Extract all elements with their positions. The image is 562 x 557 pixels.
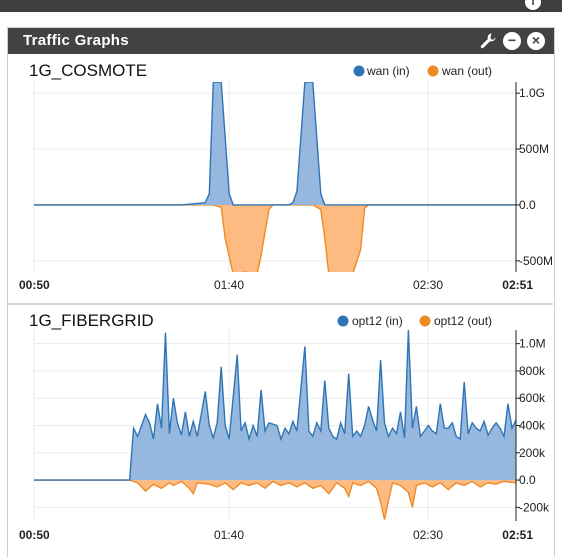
y-tick-label: 0.0 (519, 198, 536, 212)
y-tick-label: 800k (519, 364, 546, 378)
top-bar: i (0, 0, 562, 12)
in-area (34, 330, 516, 481)
widget-header: Traffic Graphs − × (8, 28, 554, 54)
graph-title: 1G_COSMOTE (29, 61, 147, 80)
y-tick-label: 500M (519, 142, 549, 156)
x-tick-label: 01:40 (214, 528, 244, 542)
y-tick-label: -200k (519, 500, 550, 514)
close-icon[interactable]: × (527, 32, 545, 50)
x-tick-label: 02:51 (502, 278, 533, 292)
in-line (34, 82, 516, 206)
wrench-icon[interactable] (478, 31, 498, 51)
y-tick-label: 1.0G (519, 86, 545, 100)
legend-item[interactable]: opt12 (in) (337, 314, 403, 328)
legend-dot (337, 315, 349, 327)
x-tick-label: 02:30 (413, 278, 443, 292)
y-tick-label: 400k (519, 419, 546, 433)
in-line (34, 330, 516, 481)
legend-label: wan (out) (441, 64, 492, 78)
legend-item[interactable]: wan (in) (353, 64, 410, 78)
in-area (34, 82, 516, 205)
x-tick-label: 00:50 (19, 278, 50, 292)
x-tick-label: 00:50 (19, 528, 50, 542)
y-tick-label: 200k (519, 446, 546, 460)
legend-item[interactable]: wan (out) (427, 64, 493, 78)
x-tick-label: 02:30 (413, 528, 443, 542)
out-area (34, 204, 516, 272)
minimize-icon[interactable]: − (503, 32, 521, 50)
x-tick-label: 02:51 (502, 528, 533, 542)
graph-title: 1G_FIBERGRID (29, 311, 154, 330)
graph-1: 1.0G 500M 0.0 -500M 00:50 01:40 02:30 02:51 1G_C… (19, 61, 553, 292)
y-tick-label: -500M (519, 254, 553, 268)
legend-dot (353, 65, 365, 77)
legend-label: opt12 (in) (352, 314, 403, 328)
legend-label: opt12 (out) (434, 314, 492, 328)
legend-dot (419, 315, 431, 327)
info-icon[interactable]: i (525, 0, 541, 10)
legend: wan (in) wan (out) (353, 64, 493, 78)
legend-item[interactable]: opt12 (out) (419, 314, 493, 328)
legend: opt12 (in) opt12 (out) (337, 314, 493, 328)
x-tick-label: 01:40 (214, 278, 244, 292)
legend-dot (427, 65, 439, 77)
legend-label: wan (in) (366, 64, 410, 78)
widget-title: Traffic Graphs (23, 32, 129, 49)
y-tick-label: 1.0M (519, 337, 546, 351)
out-line (34, 479, 516, 520)
y-tick-label: 0.0 (519, 473, 536, 487)
graph-2: 1.0M 800k 600k 400k 200k 0.0 -200k 00:50 01:40 02… (8, 303, 553, 542)
out-line (34, 204, 516, 272)
y-tick-label: 600k (519, 391, 546, 405)
